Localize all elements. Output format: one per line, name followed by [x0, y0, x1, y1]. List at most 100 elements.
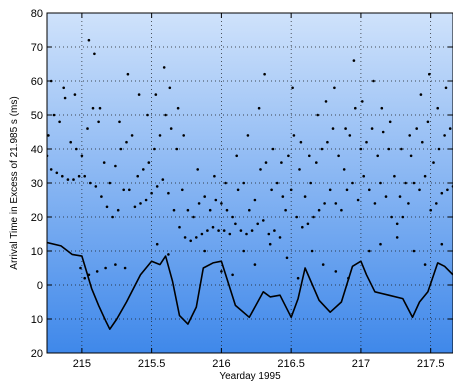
scatter-point: [126, 72, 130, 76]
scatter-point: [379, 181, 382, 185]
plot-marks: [47, 38, 453, 331]
y-tick-label: 10: [31, 246, 43, 258]
scatter-point: [154, 93, 158, 96]
y-tick-label: 80: [31, 8, 43, 20]
scatter-point: [303, 195, 307, 198]
scatter-point: [262, 219, 265, 222]
scatter-point: [423, 174, 427, 178]
scatter-point: [236, 188, 240, 192]
scatter-point: [89, 181, 92, 185]
scatter-point: [347, 276, 350, 280]
scatter-point: [123, 266, 127, 270]
y-tick-label: 10: [31, 314, 43, 326]
scatter-point: [93, 52, 96, 56]
scatter-point: [351, 181, 354, 185]
scatter-point: [321, 263, 325, 266]
scatter-point: [270, 188, 273, 192]
scatter-point: [398, 195, 402, 198]
y-tick-label: 50: [31, 110, 43, 122]
scatter-point: [189, 239, 192, 243]
scatter-point: [324, 100, 328, 103]
scatter-point: [208, 208, 212, 212]
y-tick-label: 20: [31, 212, 43, 224]
scatter-point: [315, 161, 318, 164]
scatter-point: [310, 249, 314, 253]
scatter-point: [287, 154, 290, 158]
scatter-point: [316, 113, 320, 117]
scatter-point: [87, 273, 91, 277]
scatter-point: [320, 147, 324, 151]
x-tick-label: 217.5: [417, 358, 445, 370]
scatter-point: [306, 222, 310, 226]
scatter-point: [250, 229, 254, 232]
scatter-point: [200, 232, 204, 236]
scatter-point: [443, 134, 446, 137]
scatter-point: [361, 100, 364, 103]
scatter-point: [380, 106, 384, 110]
scatter-point: [235, 154, 238, 158]
scatter-point: [333, 86, 336, 90]
scatter-point: [158, 134, 162, 137]
scatter-point: [395, 222, 399, 226]
scatter-point: [401, 215, 405, 219]
scatter-point: [359, 147, 363, 151]
scatter-point: [419, 93, 423, 96]
scatter-point: [206, 229, 209, 232]
scatter-point: [308, 154, 311, 158]
scatter-point: [259, 168, 262, 171]
scatter-point: [95, 270, 99, 273]
y-tick-label: 40: [31, 144, 43, 156]
scatter-point: [114, 263, 117, 266]
scatter-point: [168, 86, 172, 90]
scatter-point: [271, 147, 275, 151]
scatter-point: [365, 140, 368, 144]
scatter-point: [354, 106, 357, 110]
x-tick-label: 216: [212, 358, 230, 370]
scatter-point: [164, 113, 167, 117]
scatter-point: [49, 168, 53, 171]
scatter-point: [368, 249, 371, 253]
scatter-point: [344, 127, 347, 130]
scatter-point: [379, 242, 382, 246]
scatter-point: [167, 253, 170, 256]
scatter-point: [91, 106, 95, 110]
scatter-point: [183, 236, 187, 239]
x-tick-label: 215.5: [138, 358, 166, 370]
scatter-point: [58, 120, 61, 124]
scatter-point: [418, 188, 421, 192]
scatter-point: [362, 174, 366, 178]
scatter-point: [352, 59, 356, 62]
scatter-point: [423, 263, 427, 266]
scatter-point: [104, 266, 107, 270]
scatter-point: [77, 174, 81, 178]
scatter-point: [440, 242, 444, 246]
grid-lines: [47, 13, 453, 353]
scatter-point: [340, 208, 343, 212]
scatter-point: [217, 229, 220, 232]
scatter-point: [72, 178, 75, 181]
scatter-point: [334, 270, 338, 273]
scatter-point: [155, 242, 159, 246]
scatter-point: [239, 229, 243, 232]
scatter-point: [393, 174, 396, 178]
scatter-point: [395, 236, 399, 239]
scatter-point: [429, 208, 433, 212]
scatter-point: [437, 147, 441, 151]
scatter-point: [263, 72, 266, 76]
scatter-point: [195, 236, 198, 239]
scatter-point: [192, 215, 195, 219]
scatter-point: [87, 38, 91, 42]
scatter-point: [376, 154, 380, 158]
scatter-point: [108, 181, 112, 185]
scatter-point: [285, 256, 289, 260]
scatter-point: [328, 188, 332, 192]
scatter-point: [197, 202, 201, 205]
scatter-point: [280, 161, 283, 164]
scatter-point: [155, 185, 159, 188]
scatter-point: [440, 191, 444, 195]
scatter-point: [446, 188, 449, 192]
scatter-point: [421, 140, 424, 144]
scatter-point: [153, 147, 156, 151]
scatter-point: [105, 205, 109, 209]
